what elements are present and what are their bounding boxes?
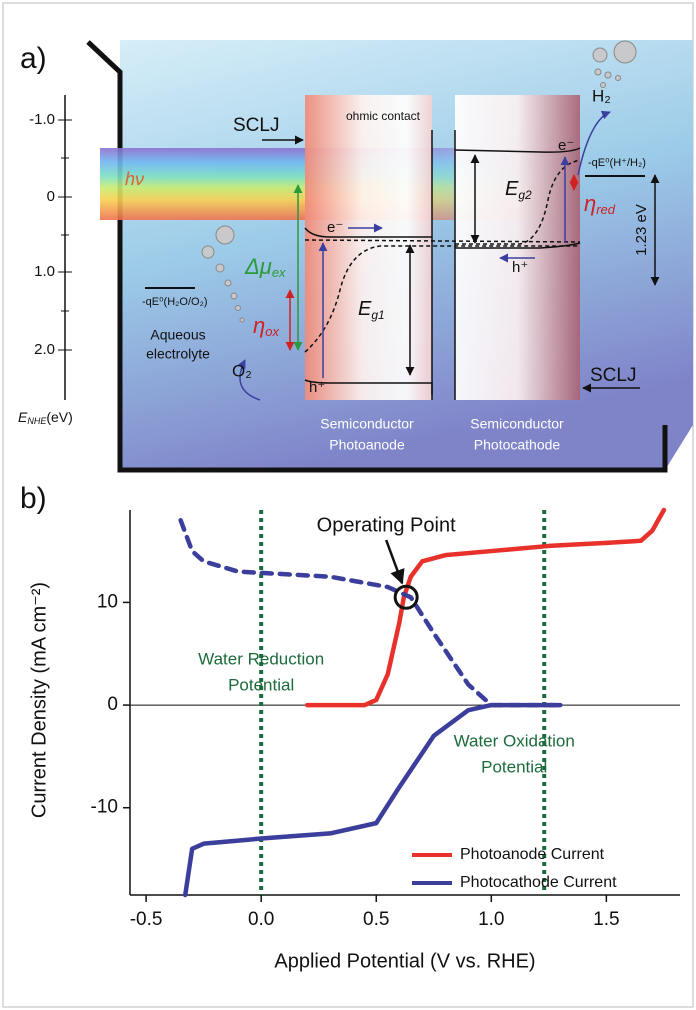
x-tick-label: 1.5	[593, 909, 619, 930]
photoanode	[305, 95, 432, 400]
sclj-label: SCLJ	[590, 365, 636, 386]
page: a) -1.0 0	[0, 0, 696, 1010]
panel-label: b)	[20, 482, 47, 515]
photocathode-label: Semiconductor	[470, 416, 564, 432]
y-tick-label: 10	[97, 591, 118, 612]
figure: a) -1.0 0	[0, 0, 696, 1010]
electron-label: e⁻	[558, 137, 574, 154]
energy-axis-label: ENHE(eV)	[18, 409, 73, 427]
voltage-label: 1.23 eV	[633, 204, 650, 256]
photoanode-label: Photoanode	[329, 437, 405, 453]
hole-label: h⁺	[512, 259, 528, 276]
oxygen-potential-label: -qE⁰(H₂O/O₂)	[142, 296, 208, 308]
energy-tick-label: 0	[47, 188, 55, 205]
legend-label: Photoanode Current	[460, 846, 605, 863]
legend-label: Photocathode Current	[460, 874, 617, 891]
photon-label: hν	[125, 169, 144, 189]
series-line	[307, 510, 664, 705]
electron-label: e⁻	[327, 219, 343, 236]
reference-label: Water Reduction	[198, 649, 324, 668]
x-tick-label: 0.5	[363, 909, 389, 930]
x-tick-label: 1.0	[478, 909, 504, 930]
photoanode-label: Semiconductor	[320, 416, 414, 432]
reference-label: Potential	[228, 675, 294, 694]
panel-label: a)	[20, 42, 47, 75]
energy-tick-label: 1.0	[34, 263, 55, 280]
ohmic-contact-label: ohmic contact	[346, 109, 421, 123]
oxygen-label: O₂	[232, 361, 252, 380]
electrolyte-label: Aqueous	[150, 327, 205, 343]
x-tick-label: -0.5	[130, 909, 163, 930]
reference-label: Water Oxidation	[454, 731, 575, 750]
sclj-label: SCLJ	[233, 115, 279, 136]
hole-label: h⁺	[309, 379, 325, 396]
y-tick-label: 0	[107, 694, 118, 715]
y-axis-label: Current Density (mA cm⁻²)	[28, 582, 50, 818]
operating-point-label: Operating Point	[317, 514, 456, 536]
y-tick-label: -10	[91, 797, 118, 818]
hydrogen-label: H₂	[592, 86, 611, 105]
energy-axis: -1.0 0 1.0 2.0 ENHE(eV)	[18, 95, 73, 426]
photocathode-label: Photocathode	[474, 437, 561, 453]
reference-label: Potential	[481, 757, 547, 776]
energy-tick-label: 2.0	[34, 341, 55, 358]
x-axis-label: Applied Potential (V vs. RHE)	[274, 950, 535, 972]
operating-arrow	[386, 540, 402, 583]
hydrogen-potential-label: -qE⁰(H⁺/H₂)	[588, 157, 646, 169]
electrolyte-label: electrolyte	[146, 346, 210, 362]
energy-tick-label: -1.0	[29, 111, 55, 128]
x-tick-label: 0.0	[248, 909, 274, 930]
